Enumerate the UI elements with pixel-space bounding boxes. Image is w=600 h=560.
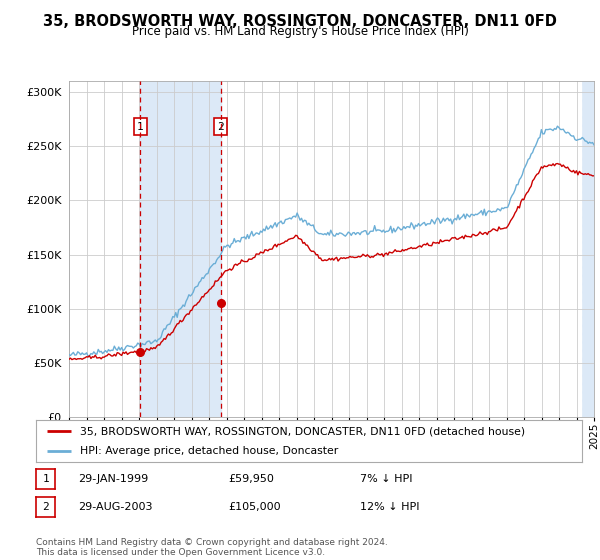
Text: 2: 2 [217,122,224,132]
Text: 35, BRODSWORTH WAY, ROSSINGTON, DONCASTER, DN11 0FD: 35, BRODSWORTH WAY, ROSSINGTON, DONCASTE… [43,14,557,29]
Text: 12% ↓ HPI: 12% ↓ HPI [360,502,419,512]
Text: 35, BRODSWORTH WAY, ROSSINGTON, DONCASTER, DN11 0FD (detached house): 35, BRODSWORTH WAY, ROSSINGTON, DONCASTE… [80,426,525,436]
Text: HPI: Average price, detached house, Doncaster: HPI: Average price, detached house, Donc… [80,446,338,456]
Bar [582,81,594,417]
Text: £59,950: £59,950 [228,474,274,484]
Text: Price paid vs. HM Land Registry's House Price Index (HPI): Price paid vs. HM Land Registry's House … [131,25,469,38]
Text: 1: 1 [137,122,144,132]
Text: 29-JAN-1999: 29-JAN-1999 [78,474,148,484]
Bar [140,81,221,417]
Text: 7% ↓ HPI: 7% ↓ HPI [360,474,413,484]
Text: Contains HM Land Registry data © Crown copyright and database right 2024.
This d: Contains HM Land Registry data © Crown c… [36,538,388,557]
Text: 1: 1 [42,474,49,484]
Text: 29-AUG-2003: 29-AUG-2003 [78,502,152,512]
Text: 2: 2 [42,502,49,512]
Text: £105,000: £105,000 [228,502,281,512]
